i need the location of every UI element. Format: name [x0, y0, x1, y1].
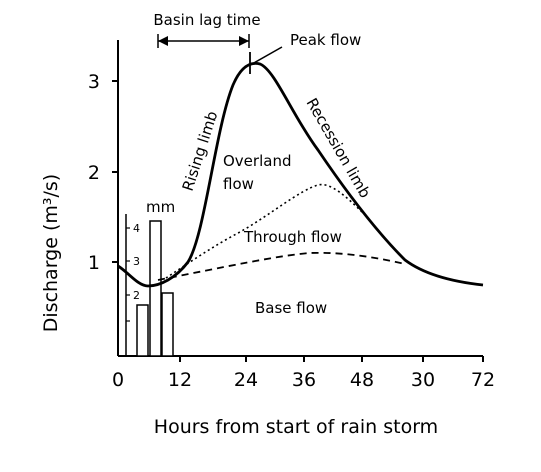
lag-arrowhead [239, 36, 249, 46]
x-axis-title: Hours from start of rain storm [154, 416, 438, 438]
x-tick-label: 0 [112, 369, 124, 391]
y-tick-label: 1 [88, 252, 100, 274]
rainfall-tick-label: 2 [133, 289, 140, 302]
rainfall-unit-label: mm [146, 198, 175, 216]
y-tick-label: 2 [88, 162, 100, 184]
base-flow-label: Base flow [255, 299, 327, 317]
y-axis-title: Discharge (m³/s) [40, 174, 62, 332]
overland-flow-label: Overland [223, 152, 291, 170]
x-tick-label: 48 [350, 369, 374, 391]
peak-pointer [251, 46, 283, 65]
through-flow-label: Through flow [243, 228, 342, 246]
rainfall-tick-label: 3 [133, 255, 140, 268]
peak-flow-label: Peak flow [290, 31, 361, 49]
rainfall-bar [136, 304, 149, 357]
hydrograph-curve [117, 62, 484, 288]
x-tick-label: 24 [234, 369, 258, 391]
x-tick-label: 36 [292, 369, 316, 391]
x-tick-label: 72 [471, 369, 495, 391]
rainfall-bar [149, 220, 162, 357]
base-flow-line [157, 251, 406, 281]
recession-limb-label: Recession limb [303, 95, 375, 201]
y-tick-label: 3 [88, 71, 100, 93]
x-tick-label: 30 [411, 369, 435, 391]
basin-lag-label: Basin lag time [153, 11, 260, 29]
rainfall-tick-label: 4 [133, 222, 140, 235]
x-tick-label: 12 [168, 369, 192, 391]
through-flow-line [165, 183, 366, 279]
lag-arrowhead [158, 36, 168, 46]
rainfall-bar [161, 292, 174, 357]
overland-flow-label-2: flow [223, 175, 254, 193]
